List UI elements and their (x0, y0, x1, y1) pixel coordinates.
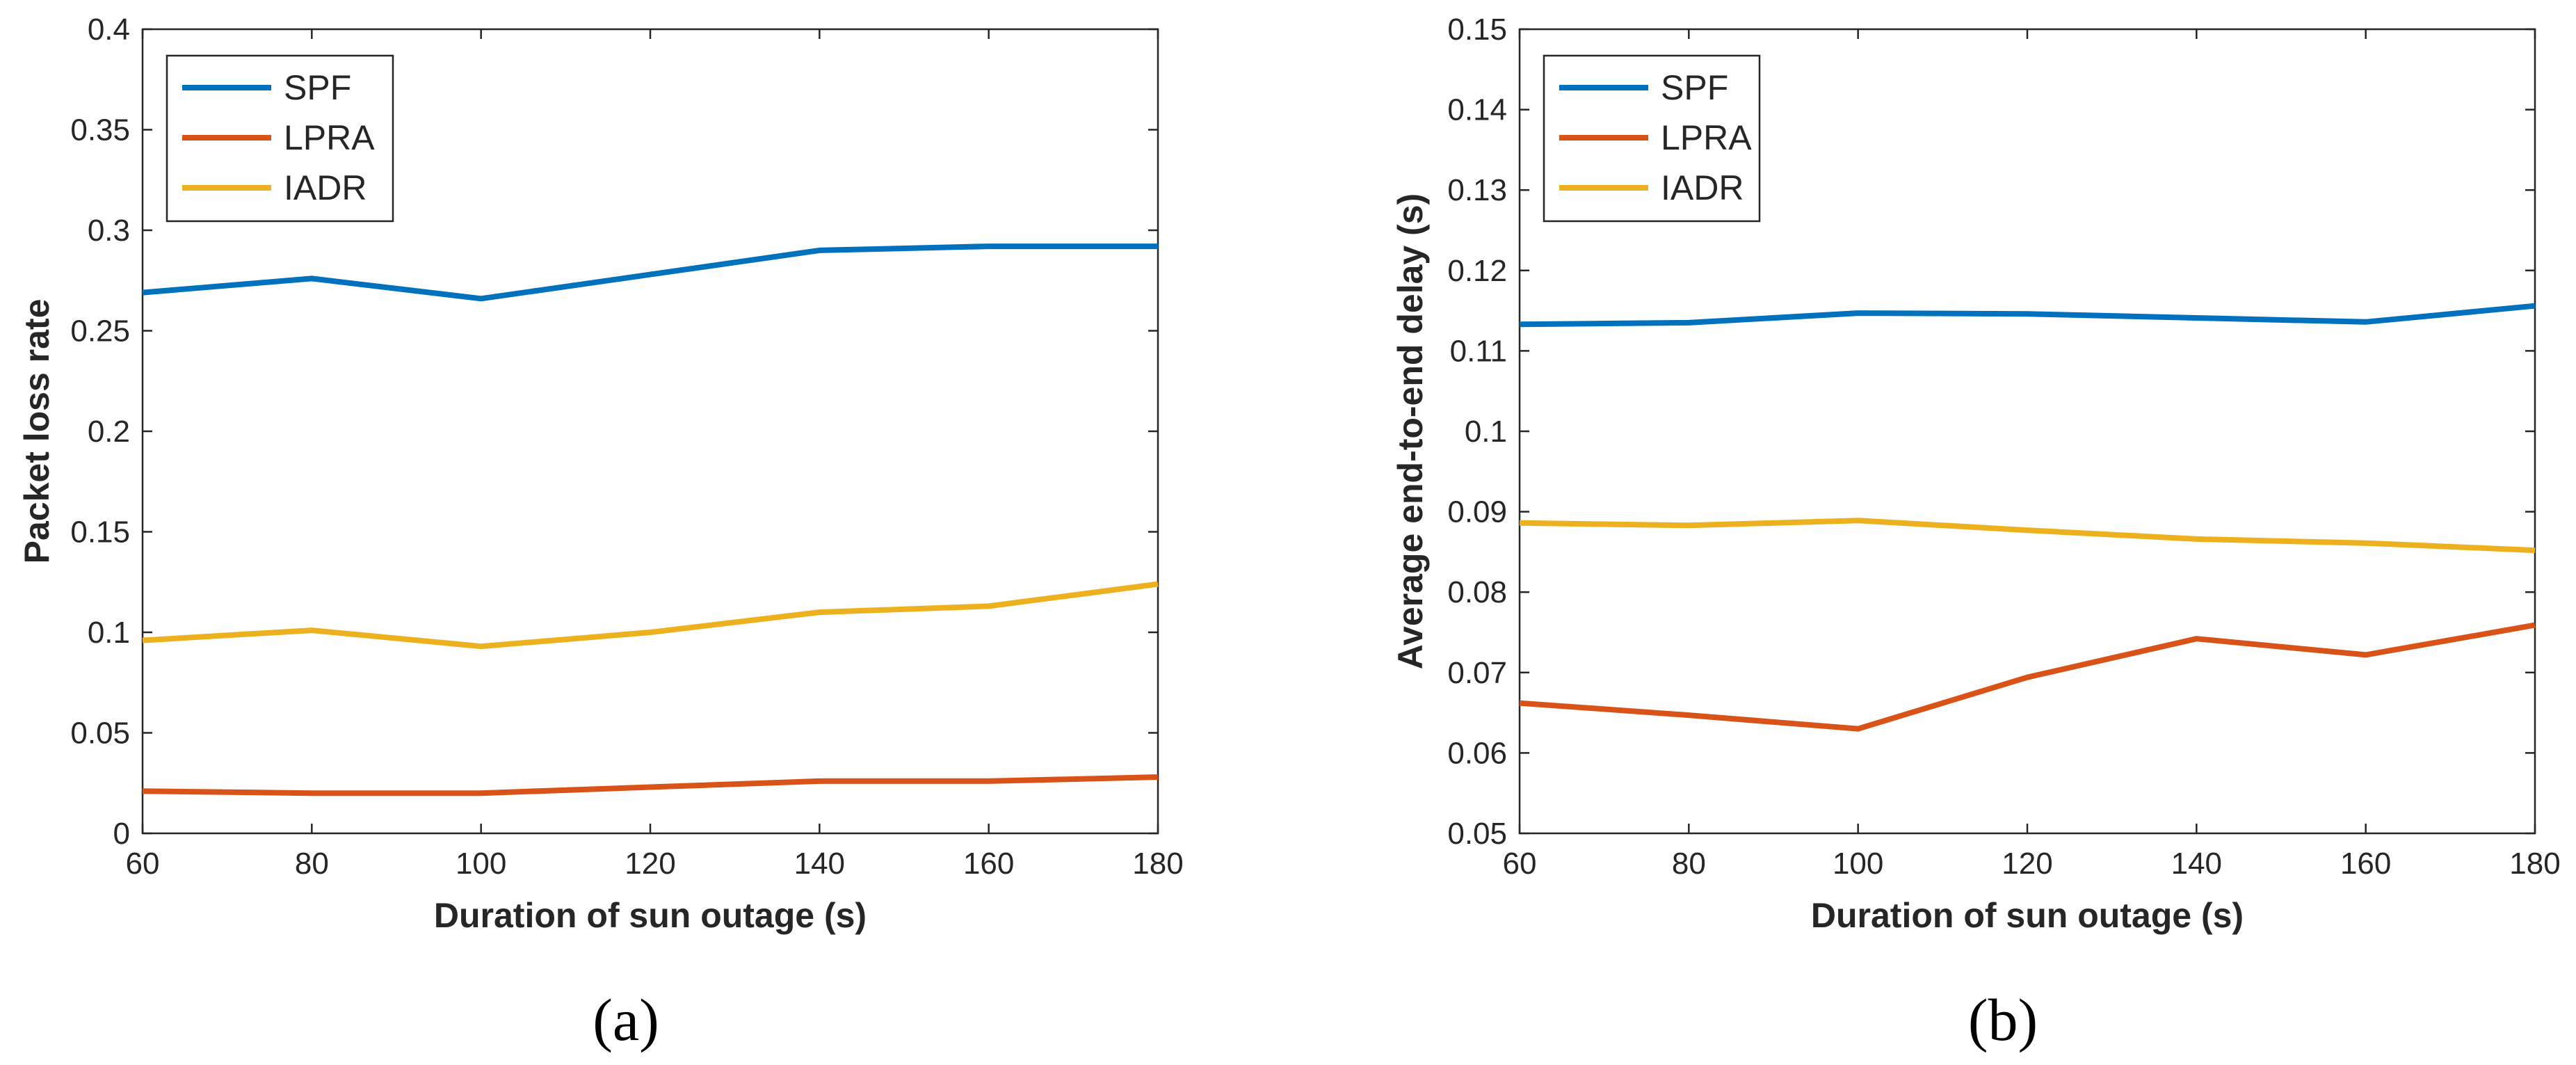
legend: SPF LPRA IADR (166, 54, 394, 223)
x-tick-label: 100 (1833, 847, 1883, 881)
y-tick-label: 0.25 (70, 314, 130, 349)
legend-label-spf: SPF (1661, 68, 1728, 107)
y-tick-label: 0.14 (1447, 93, 1507, 127)
y-tick-label: 0.07 (1447, 656, 1507, 690)
legend-label-lpra: LPRA (1661, 118, 1752, 157)
x-tick-label: 180 (2509, 847, 2560, 881)
y-axis-label: Packet loss rate (17, 299, 56, 564)
y-tick-label: 0.06 (1447, 736, 1507, 770)
y-tick-label: 0.12 (1447, 254, 1507, 288)
x-tick-label: 140 (794, 847, 845, 881)
panel-caption: (b) (1968, 986, 2038, 1053)
panel-caption: (a) (593, 986, 659, 1053)
y-tick-label: 0.2 (88, 415, 130, 449)
x-tick-label: 160 (2340, 847, 2391, 881)
x-tick-label: 180 (1132, 847, 1183, 881)
y-tick-label: 0 (113, 817, 130, 851)
x-tick-label: 160 (963, 847, 1014, 881)
x-tick-label: 140 (2171, 847, 2222, 881)
y-tick-label: 0.05 (1447, 817, 1507, 851)
y-tick-label: 0.4 (88, 13, 130, 47)
x-tick-label: 100 (456, 847, 506, 881)
series-line-iadr (1519, 518, 2536, 554)
y-tick-label: 0.11 (1450, 334, 1507, 368)
y-tick-label: 0.13 (1447, 173, 1507, 207)
legend: SPF LPRA IADR (1543, 54, 1761, 223)
x-tick-label: 60 (126, 847, 160, 881)
y-tick-label: 0.08 (1447, 575, 1507, 609)
x-axis-label: Duration of sun outage (s) (434, 896, 867, 935)
chart-panel-a: 60 80 100 120 140 160 180 0 0.05 0.1 0.15 0.2 0.25 0.… (17, 13, 1184, 1053)
y-axis-label: Average end-to-end delay (s) (1391, 193, 1430, 669)
legend-label-iadr: IADR (1661, 168, 1744, 207)
series-line-spf (142, 243, 1158, 302)
x-tick-label: 80 (295, 847, 329, 881)
y-tick-label: 0.3 (88, 214, 130, 248)
legend-label-spf: SPF (284, 68, 351, 107)
chart-panel-b: 60 80 100 120 140 160 180 0.05 0.06 0.07 0.08 0.09 0… (1391, 13, 2561, 1053)
y-tick-label: 0.15 (1447, 13, 1507, 47)
y-tick-label: 0.05 (70, 716, 130, 751)
x-tick-label: 80 (1672, 847, 1706, 881)
x-axis-label: Duration of sun outage (s) (1811, 896, 2244, 935)
legend-label-lpra: LPRA (284, 118, 375, 157)
series-line-lpra (1519, 622, 2536, 732)
series-line-iadr (142, 581, 1159, 650)
x-tick-label: 120 (625, 847, 675, 881)
x-tick-label: 60 (1503, 847, 1537, 881)
y-tick-label: 0.09 (1447, 495, 1507, 529)
y-tick-label: 0.15 (70, 515, 130, 550)
series-line-lpra (142, 774, 1159, 796)
y-tick-label: 0.35 (70, 113, 130, 147)
series-line-spf (1519, 303, 2536, 328)
y-tick-label: 0.1 (1465, 415, 1507, 449)
y-tick-label: 0.1 (88, 616, 130, 650)
x-tick-label: 120 (2002, 847, 2052, 881)
legend-label-iadr: IADR (284, 168, 367, 207)
